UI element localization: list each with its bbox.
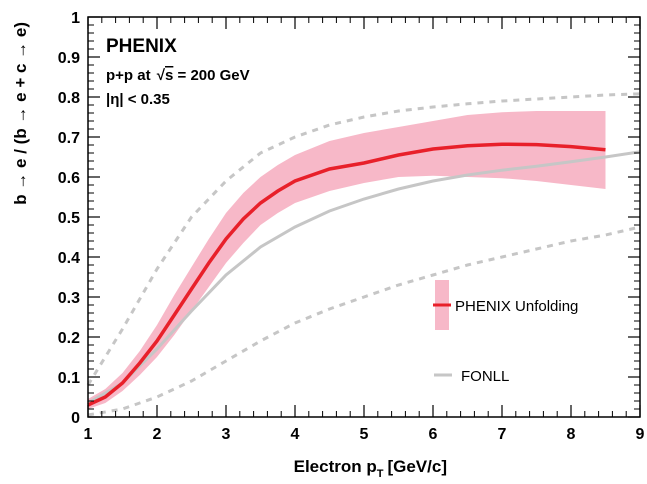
x-tick-label: 7 bbox=[498, 426, 507, 443]
legend-label-fonll: FONLL bbox=[461, 368, 509, 385]
x-axis-ticks: 1 2 3 4 5 6 7 8 9 bbox=[84, 17, 645, 443]
x-axis-title: Electron pT [GeV/c] bbox=[294, 457, 447, 479]
x-tick-label: 6 bbox=[429, 426, 438, 443]
experiment-label: PHENIX bbox=[106, 36, 177, 57]
y-tick-label: 0.1 bbox=[58, 370, 80, 387]
sqrt-s-label: s bbox=[165, 67, 173, 84]
x-tick-label: 5 bbox=[360, 426, 369, 443]
y-axis-title: b → e / (b → e + c → e) bbox=[11, 22, 30, 205]
phenix-uncertainty-band bbox=[88, 111, 606, 409]
x-tick-label: 8 bbox=[567, 426, 576, 443]
collision-energy-label: = 200 GeV bbox=[173, 67, 249, 84]
y-tick-label: 0 bbox=[71, 410, 80, 427]
collision-system-prefix: p+p at bbox=[106, 67, 155, 84]
y-tick-label: 0.6 bbox=[58, 170, 80, 187]
x-axis-title-subscript: T bbox=[377, 468, 384, 479]
plot-area bbox=[86, 92, 641, 417]
x-axis-title-main: Electron p bbox=[294, 457, 377, 476]
y-tick-label: 0.4 bbox=[58, 250, 80, 267]
y-tick-label: 1 bbox=[71, 10, 80, 27]
x-tick-label: 1 bbox=[84, 426, 93, 443]
x-tick-label: 3 bbox=[222, 426, 231, 443]
y-tick-label: 0.8 bbox=[58, 90, 80, 107]
eta-cut-label: |η| < 0.35 bbox=[106, 91, 170, 108]
y-tick-label: 0.3 bbox=[58, 290, 80, 307]
y-tick-label: 0.2 bbox=[58, 330, 80, 347]
y-tick-label: 0.5 bbox=[58, 210, 80, 227]
y-tick-label: 0.7 bbox=[58, 130, 80, 147]
legend: PHENIX Unfolding FONLL bbox=[433, 280, 578, 385]
phenix-unfolding-line bbox=[87, 142, 606, 407]
x-tick-label: 4 bbox=[291, 426, 300, 443]
fonll-upper-bound-line bbox=[86, 92, 641, 386]
sqrt-sign: √ bbox=[157, 67, 166, 84]
collision-system-label: p+p at √s = 200 GeV bbox=[106, 67, 250, 84]
x-tick-label: 2 bbox=[153, 426, 162, 443]
fonll-central-line bbox=[87, 150, 641, 405]
x-tick-label: 9 bbox=[636, 426, 645, 443]
y-tick-label: 0.9 bbox=[58, 50, 80, 67]
y-axis-ticks: 0 0.1 0.2 0.3 0.4 0.5 0.6 0.7 0.8 0.9 1 bbox=[58, 10, 640, 427]
legend-label-phenix: PHENIX Unfolding bbox=[455, 298, 578, 315]
fonll-lower-bound-line bbox=[87, 225, 641, 417]
x-axis-title-unit: [GeV/c] bbox=[387, 457, 447, 476]
